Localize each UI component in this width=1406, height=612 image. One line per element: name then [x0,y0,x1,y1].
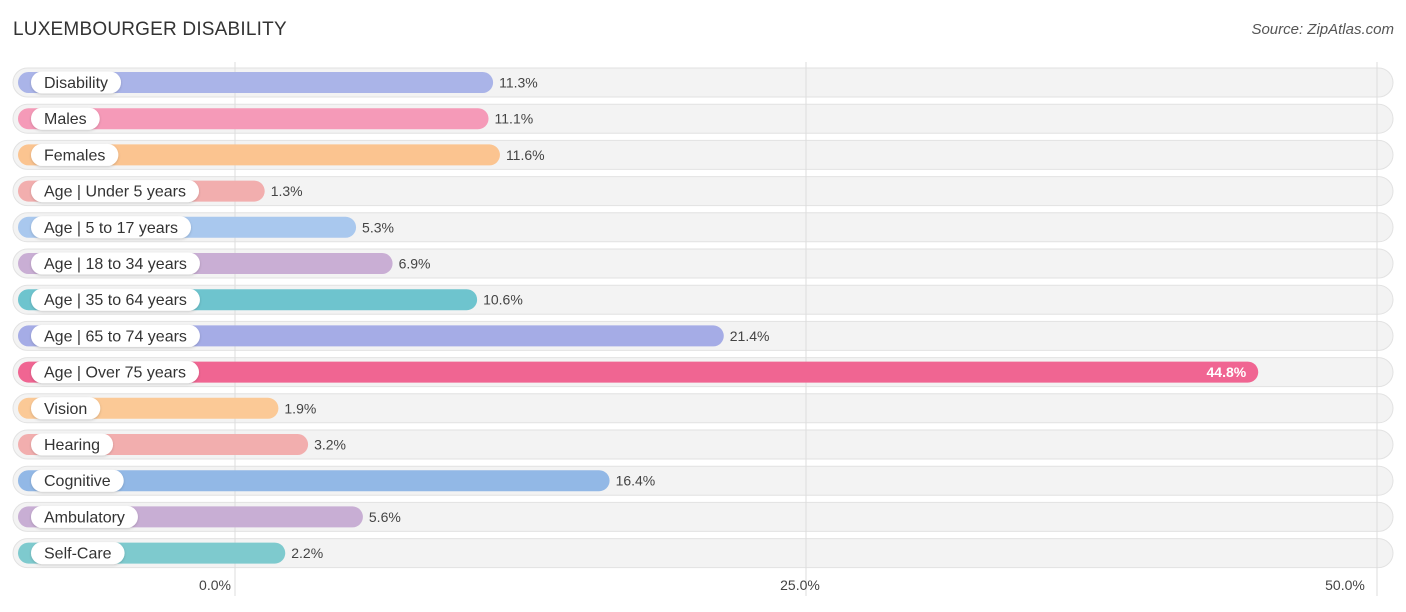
bar-track [12,538,1394,569]
category-label-pill [31,252,200,275]
category-label: Age | 65 to 74 years [44,328,187,345]
value-label: 5.6% [369,509,401,525]
value-label: 2.2% [291,545,323,561]
value-label: 11.1% [495,111,534,127]
bar-track [12,429,1394,460]
category-label: Females [44,147,105,164]
category-label-pill [31,324,200,347]
category-label: Males [44,111,87,128]
bar[interactable] [18,144,500,166]
bar-track [12,393,1394,424]
value-label: 5.3% [362,219,394,235]
category-label-pill [31,542,125,565]
value-label: 10.6% [483,292,523,308]
category-label-pill [31,288,200,311]
category-label-pill [31,397,101,420]
source-credit: Source: ZipAtlas.com [1251,21,1394,38]
chart-title: LUXEMBOURGER DISABILITY [13,19,287,40]
bar[interactable] [18,361,1259,383]
value-label: 1.3% [271,183,303,199]
category-label: Age | 35 to 64 years [44,292,187,309]
value-label: 1.9% [284,400,316,416]
bar-track [12,212,1394,243]
category-label-pill [31,143,119,166]
category-label: Hearing [44,437,100,454]
category-label-pill [31,71,122,94]
x-tick-label: 25.0% [780,577,820,593]
category-label: Age | 18 to 34 years [44,256,187,273]
category-label: Self-Care [44,546,112,563]
category-label-pill [31,505,138,528]
value-label: 11.3% [499,75,538,91]
category-label-pill [31,361,199,384]
category-label: Age | Over 75 years [44,365,186,382]
bar-track [12,176,1394,207]
value-label: 6.9% [399,256,431,272]
category-label-pill [31,433,114,456]
x-tick-label: 0.0% [199,577,231,593]
category-label-pill [31,107,100,130]
value-label: 21.4% [730,328,770,344]
value-label: 11.6% [506,147,545,163]
value-label: 3.2% [314,437,346,453]
category-label-pill [31,216,192,239]
bar[interactable] [18,72,494,93]
category-label: Vision [44,401,87,418]
category-label: Age | 5 to 17 years [44,220,178,237]
category-label: Ambulatory [44,509,125,526]
category-label: Cognitive [44,473,111,490]
category-label: Disability [44,75,108,92]
category-label-pill [31,180,200,203]
category-label: Age | Under 5 years [44,184,186,201]
x-tick-label: 50.0% [1325,577,1365,593]
bar[interactable] [18,470,610,492]
value-label: 44.8% [1207,364,1247,380]
category-label-pill [31,469,124,492]
value-label: 16.4% [616,473,656,489]
bar[interactable] [18,108,489,130]
